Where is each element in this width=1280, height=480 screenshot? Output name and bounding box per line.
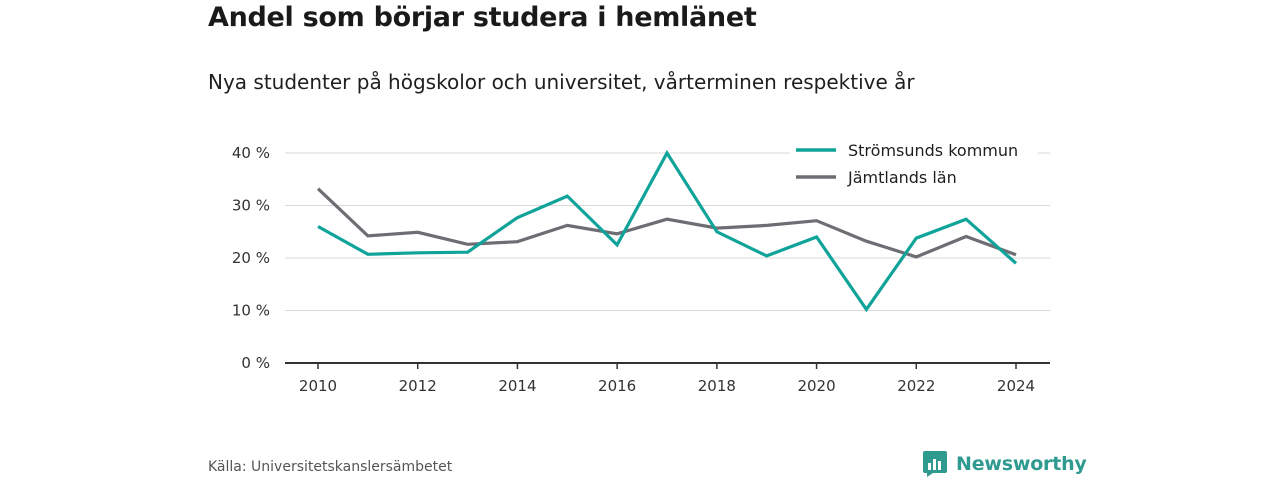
y-tick-label: 30 %	[232, 197, 270, 215]
x-tick-label: 2020	[797, 377, 835, 395]
x-tick-label: 2022	[897, 377, 935, 395]
x-tick-label: 2012	[399, 377, 437, 395]
chart-title: Andel som börjar studera i hemlänet	[208, 2, 757, 33]
y-tick-label: 40 %	[232, 144, 270, 162]
y-tick-label: 20 %	[232, 249, 270, 267]
x-tick-label: 2018	[698, 377, 736, 395]
legend-label: Jämtlands län	[847, 168, 957, 187]
source-note: Källa: Universitetskanslersämbetet	[208, 459, 453, 475]
x-tick-label: 2024	[997, 377, 1035, 395]
brand-name: Newsworthy	[956, 453, 1087, 475]
brand-logo: Newsworthy	[922, 450, 1087, 478]
chart-subtitle: Nya studenter på högskolor och universit…	[208, 70, 915, 94]
legend-label: Strömsunds kommun	[848, 141, 1018, 160]
x-tick-label: 2016	[598, 377, 636, 395]
x-tick-label: 2014	[498, 377, 536, 395]
series-line-jamtland	[316, 187, 1017, 259]
y-tick-label: 10 %	[232, 302, 270, 320]
series-line-stromsund	[317, 149, 1018, 313]
newsworthy-logo-icon	[923, 451, 947, 477]
x-tick-label: 2010	[299, 377, 337, 395]
y-tick-label: 0 %	[241, 354, 270, 372]
